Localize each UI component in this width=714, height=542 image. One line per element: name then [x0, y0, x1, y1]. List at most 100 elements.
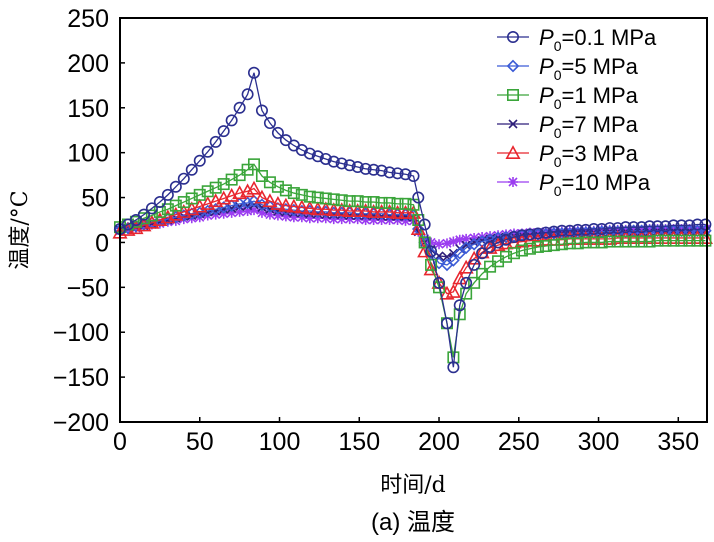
x-tick-label: 300: [578, 428, 620, 456]
data-point: [399, 197, 412, 210]
data-point: [318, 201, 334, 216]
x-axis: 0 50 100 150 200 250 300 350: [113, 417, 699, 456]
y-tick-label: 150: [67, 95, 109, 123]
y-tick-label: −150: [53, 364, 109, 392]
data-point: [383, 166, 396, 179]
data-point: [587, 222, 600, 235]
data-point: [652, 223, 663, 234]
data-point: [532, 227, 543, 238]
data-point: [264, 209, 275, 220]
data-point: [448, 236, 459, 247]
data-point: [287, 187, 300, 200]
data-point: [627, 235, 640, 248]
data-point: [280, 211, 291, 222]
data-point: [247, 66, 260, 79]
data-point: [226, 207, 237, 218]
data-point: [603, 222, 616, 235]
data-point: [161, 203, 174, 216]
legend-marker: [505, 145, 521, 159]
data-point: [304, 213, 315, 224]
data-point: [248, 205, 259, 216]
data-point: [514, 233, 530, 248]
data-point: [412, 191, 425, 204]
data-point: [523, 242, 536, 255]
data-point: [295, 188, 308, 201]
series-layer: [112, 66, 713, 374]
data-point: [507, 231, 520, 244]
data-point: [516, 228, 527, 239]
data-point: [547, 239, 560, 252]
legend-item: P0=10 MPa: [497, 170, 651, 199]
data-point: [359, 196, 372, 209]
data-point: [342, 203, 358, 218]
data-point: [476, 267, 489, 280]
data-point: [419, 233, 430, 244]
data-point: [684, 223, 695, 234]
data-point: [493, 230, 504, 241]
data-point: [302, 200, 318, 215]
data-point: [636, 224, 647, 235]
data-point: [540, 226, 551, 237]
data-point: [643, 235, 656, 248]
data-point: [367, 196, 380, 209]
data-point: [286, 198, 302, 213]
data-point: [241, 196, 254, 210]
data-point: [242, 206, 253, 217]
y-tick-label: −100: [53, 319, 109, 347]
data-point: [596, 224, 607, 235]
legend-marker: [508, 119, 518, 129]
data-point: [683, 219, 696, 232]
data-point: [588, 225, 599, 236]
data-point: [129, 214, 142, 227]
data-point: [241, 88, 254, 101]
data-point: [366, 204, 382, 218]
data-point: [675, 219, 688, 232]
data-point: [604, 224, 615, 235]
data-point: [343, 159, 356, 172]
legend-item: P0=0.1 MPa: [497, 25, 657, 54]
data-point: [628, 224, 639, 235]
data-point: [279, 134, 292, 147]
data-point: [407, 170, 420, 183]
data-point: [367, 163, 380, 176]
legend-marker: [506, 59, 520, 73]
x-tick-label: 200: [418, 428, 460, 456]
data-point: [177, 172, 190, 185]
data-point: [447, 254, 460, 267]
data-point: [556, 226, 567, 237]
data-point: [351, 161, 364, 174]
data-point: [270, 195, 286, 210]
data-point: [468, 258, 481, 271]
data-point: [311, 150, 324, 163]
legend-marker: [508, 177, 518, 187]
series-line: [119, 163, 706, 358]
data-point: [137, 208, 150, 221]
data-point: [659, 234, 672, 247]
data-point: [454, 234, 465, 245]
data-point: [177, 196, 190, 209]
data-point: [508, 228, 519, 239]
data-point: [539, 240, 552, 253]
series-p0-1-mpa: [114, 158, 712, 364]
data-point: [271, 126, 284, 139]
y-tick-label: 200: [67, 50, 109, 78]
data-point: [185, 163, 198, 176]
y-tick-label: 50: [81, 185, 109, 213]
figure-caption: (a) 温度: [371, 509, 455, 536]
data-point: [254, 189, 270, 204]
data-point: [440, 317, 453, 330]
data-point: [272, 210, 283, 221]
data-point: [327, 155, 340, 168]
legend-item: P0=3 MPa: [497, 141, 639, 170]
data-point: [178, 214, 189, 225]
data-point: [351, 195, 364, 208]
data-point: [523, 228, 536, 241]
data-point: [247, 158, 260, 171]
data-point: [145, 209, 158, 222]
data-point: [453, 299, 466, 312]
data-point: [675, 234, 688, 247]
data-point: [587, 236, 600, 249]
data-point: [524, 227, 535, 238]
data-point: [579, 236, 592, 249]
data-point: [263, 117, 276, 130]
